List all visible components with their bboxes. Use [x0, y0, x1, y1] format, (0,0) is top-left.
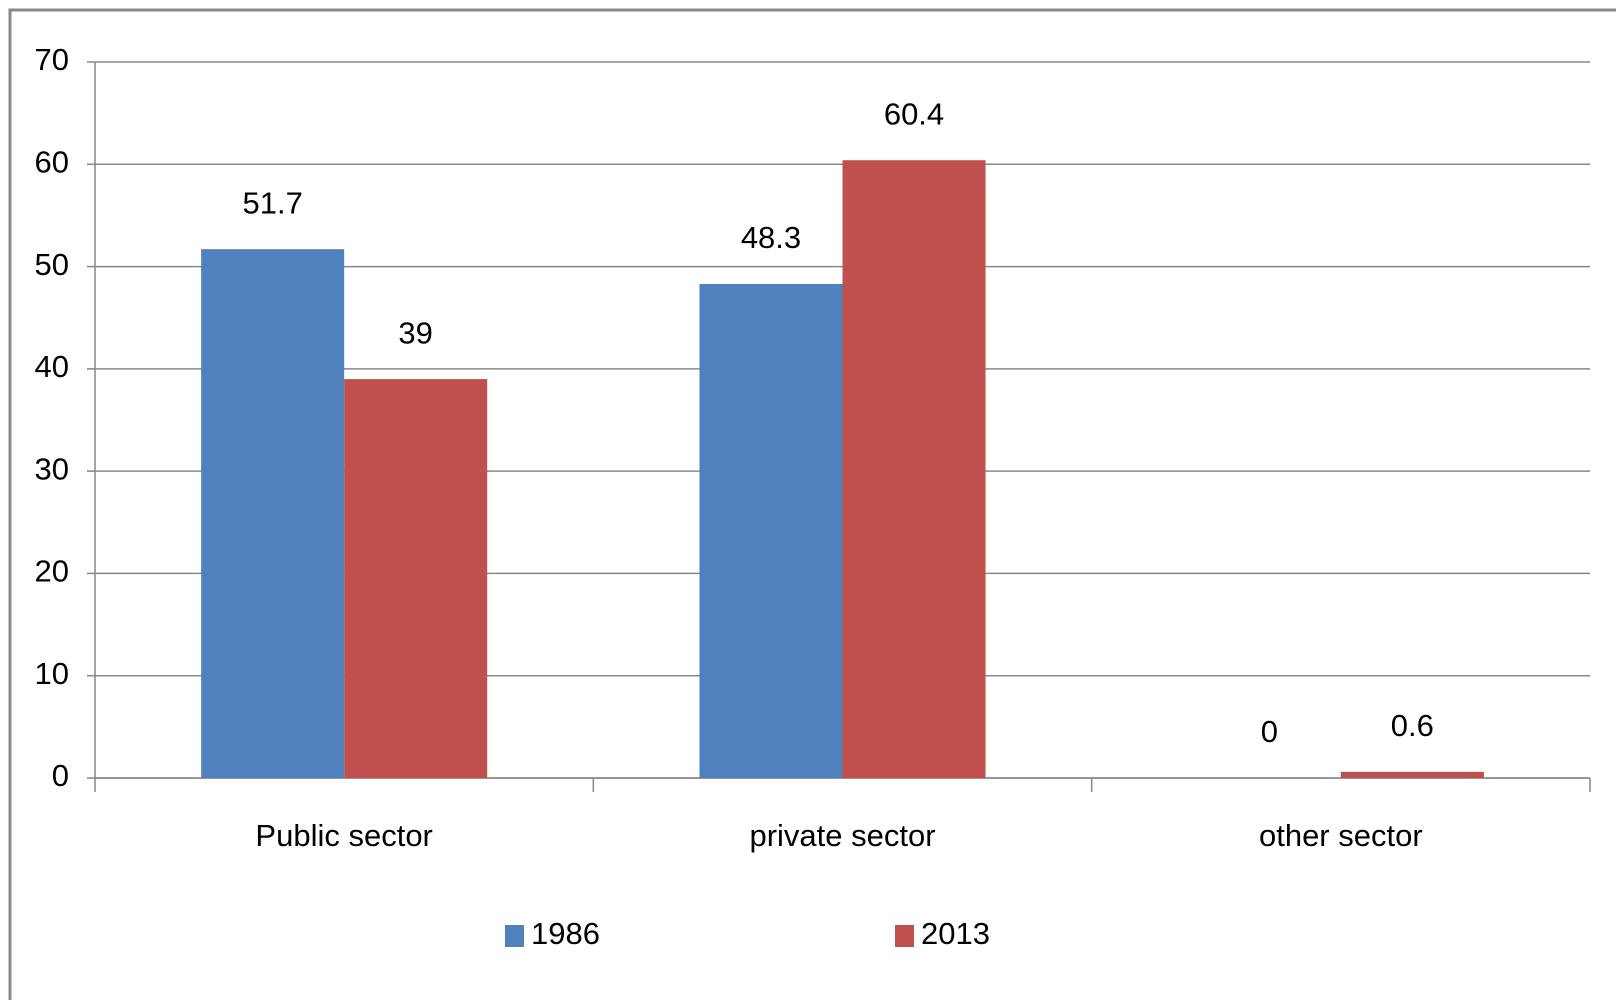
bar	[1340, 771, 1484, 778]
x-tick-label: Public sector	[255, 818, 432, 853]
legend-label: 2013	[921, 916, 990, 951]
y-tick-label: 70	[35, 42, 69, 77]
y-tick-label: 10	[35, 656, 69, 691]
y-tick-label: 30	[35, 451, 69, 486]
bar	[842, 160, 986, 779]
data-label: 0.6	[1391, 708, 1434, 743]
y-tick-label: 40	[35, 349, 69, 384]
legend-swatch	[895, 925, 914, 947]
legend-label: 1986	[531, 916, 600, 951]
data-label: 51.7	[242, 185, 302, 220]
y-tick-label: 20	[35, 554, 69, 589]
x-tick-label: private sector	[749, 818, 935, 853]
y-tick-label: 60	[35, 144, 69, 179]
x-tick-label: other sector	[1259, 818, 1423, 853]
bar	[699, 283, 843, 778]
bar	[201, 249, 345, 778]
legend-swatch	[505, 925, 524, 947]
data-label: 0	[1261, 714, 1278, 749]
y-tick-label: 0	[52, 758, 69, 793]
bar	[344, 379, 488, 778]
data-label: 60.4	[884, 96, 944, 131]
y-tick-label: 50	[35, 247, 69, 282]
data-label: 48.3	[741, 220, 801, 255]
data-label: 39	[398, 315, 432, 350]
